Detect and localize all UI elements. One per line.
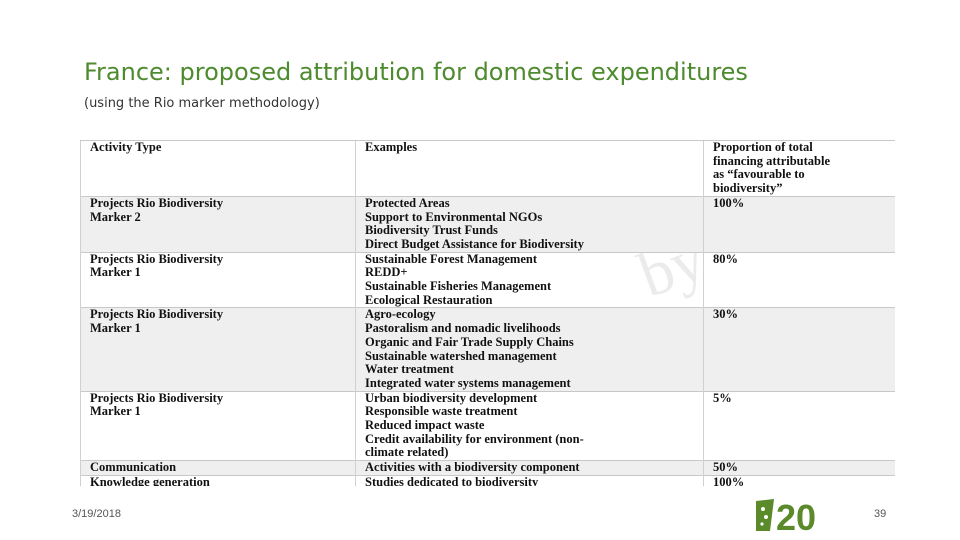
g20-logo: 20	[756, 497, 816, 533]
table-row: Projects Rio Biodiversity Marker 1 Susta…	[80, 251, 895, 308]
activity-cell: Projects Rio Biodiversity Marker 1	[80, 307, 356, 392]
activity-cell: Projects Rio Biodiversity Marker 1	[80, 251, 356, 308]
proportion-cell: 100%	[703, 195, 895, 253]
proportion-cell: 30%	[703, 307, 895, 392]
page-number: 39	[874, 508, 887, 520]
table-row: Projects Rio Biodiversity Marker 1 Agro-…	[80, 307, 895, 392]
proportion-cell: 5%	[703, 390, 895, 461]
activity-cell: Projects Rio Biodiversity Marker 1	[80, 390, 356, 461]
attribution-table: Activity Type Examples Proportion of tot…	[80, 140, 895, 486]
slide-title: France: proposed attribution for domesti…	[84, 58, 748, 86]
slide-subtitle: (using the Rio marker methodology)	[84, 96, 320, 111]
table-row: Knowledge generation Studies dedicated t…	[80, 474, 895, 486]
proportion-cell: 50%	[703, 460, 895, 476]
logo-leaf-mark	[756, 499, 774, 531]
header-activity-type: Activity Type	[80, 140, 356, 197]
header-proportion: Proportion of total financing attributab…	[703, 140, 895, 197]
activity-cell: Projects Rio Biodiversity Marker 2	[80, 195, 356, 253]
proportion-cell: 80%	[703, 251, 895, 308]
examples-cell: Protected Areas Support to Environmental…	[355, 195, 704, 253]
table-header-row: Activity Type Examples Proportion of tot…	[80, 140, 895, 197]
logo-text: 20	[776, 497, 816, 533]
table-row: Communication Activities with a biodiver…	[80, 460, 895, 476]
activity-cell: Communication	[80, 460, 356, 476]
examples-cell: Urban biodiversity development Responsib…	[355, 390, 704, 461]
examples-cell: Activities with a biodiversity component	[355, 460, 704, 476]
activity-cell: Knowledge generation	[80, 474, 356, 486]
header-examples: Examples	[355, 140, 704, 197]
slide-date: 3/19/2018	[72, 508, 121, 520]
examples-cell: Studies dedicated to biodiversity	[355, 474, 704, 486]
table-row: Projects Rio Biodiversity Marker 1 Urban…	[80, 390, 895, 461]
proportion-cell: 100%	[703, 474, 895, 486]
attribution-table-container: Activity Type Examples Proportion of tot…	[80, 140, 895, 486]
examples-cell: Agro-ecology Pastoralism and nomadic liv…	[355, 307, 704, 392]
table-row: Projects Rio Biodiversity Marker 2 Prote…	[80, 195, 895, 253]
examples-cell: Sustainable Forest Management REDD+ Sust…	[355, 251, 704, 308]
